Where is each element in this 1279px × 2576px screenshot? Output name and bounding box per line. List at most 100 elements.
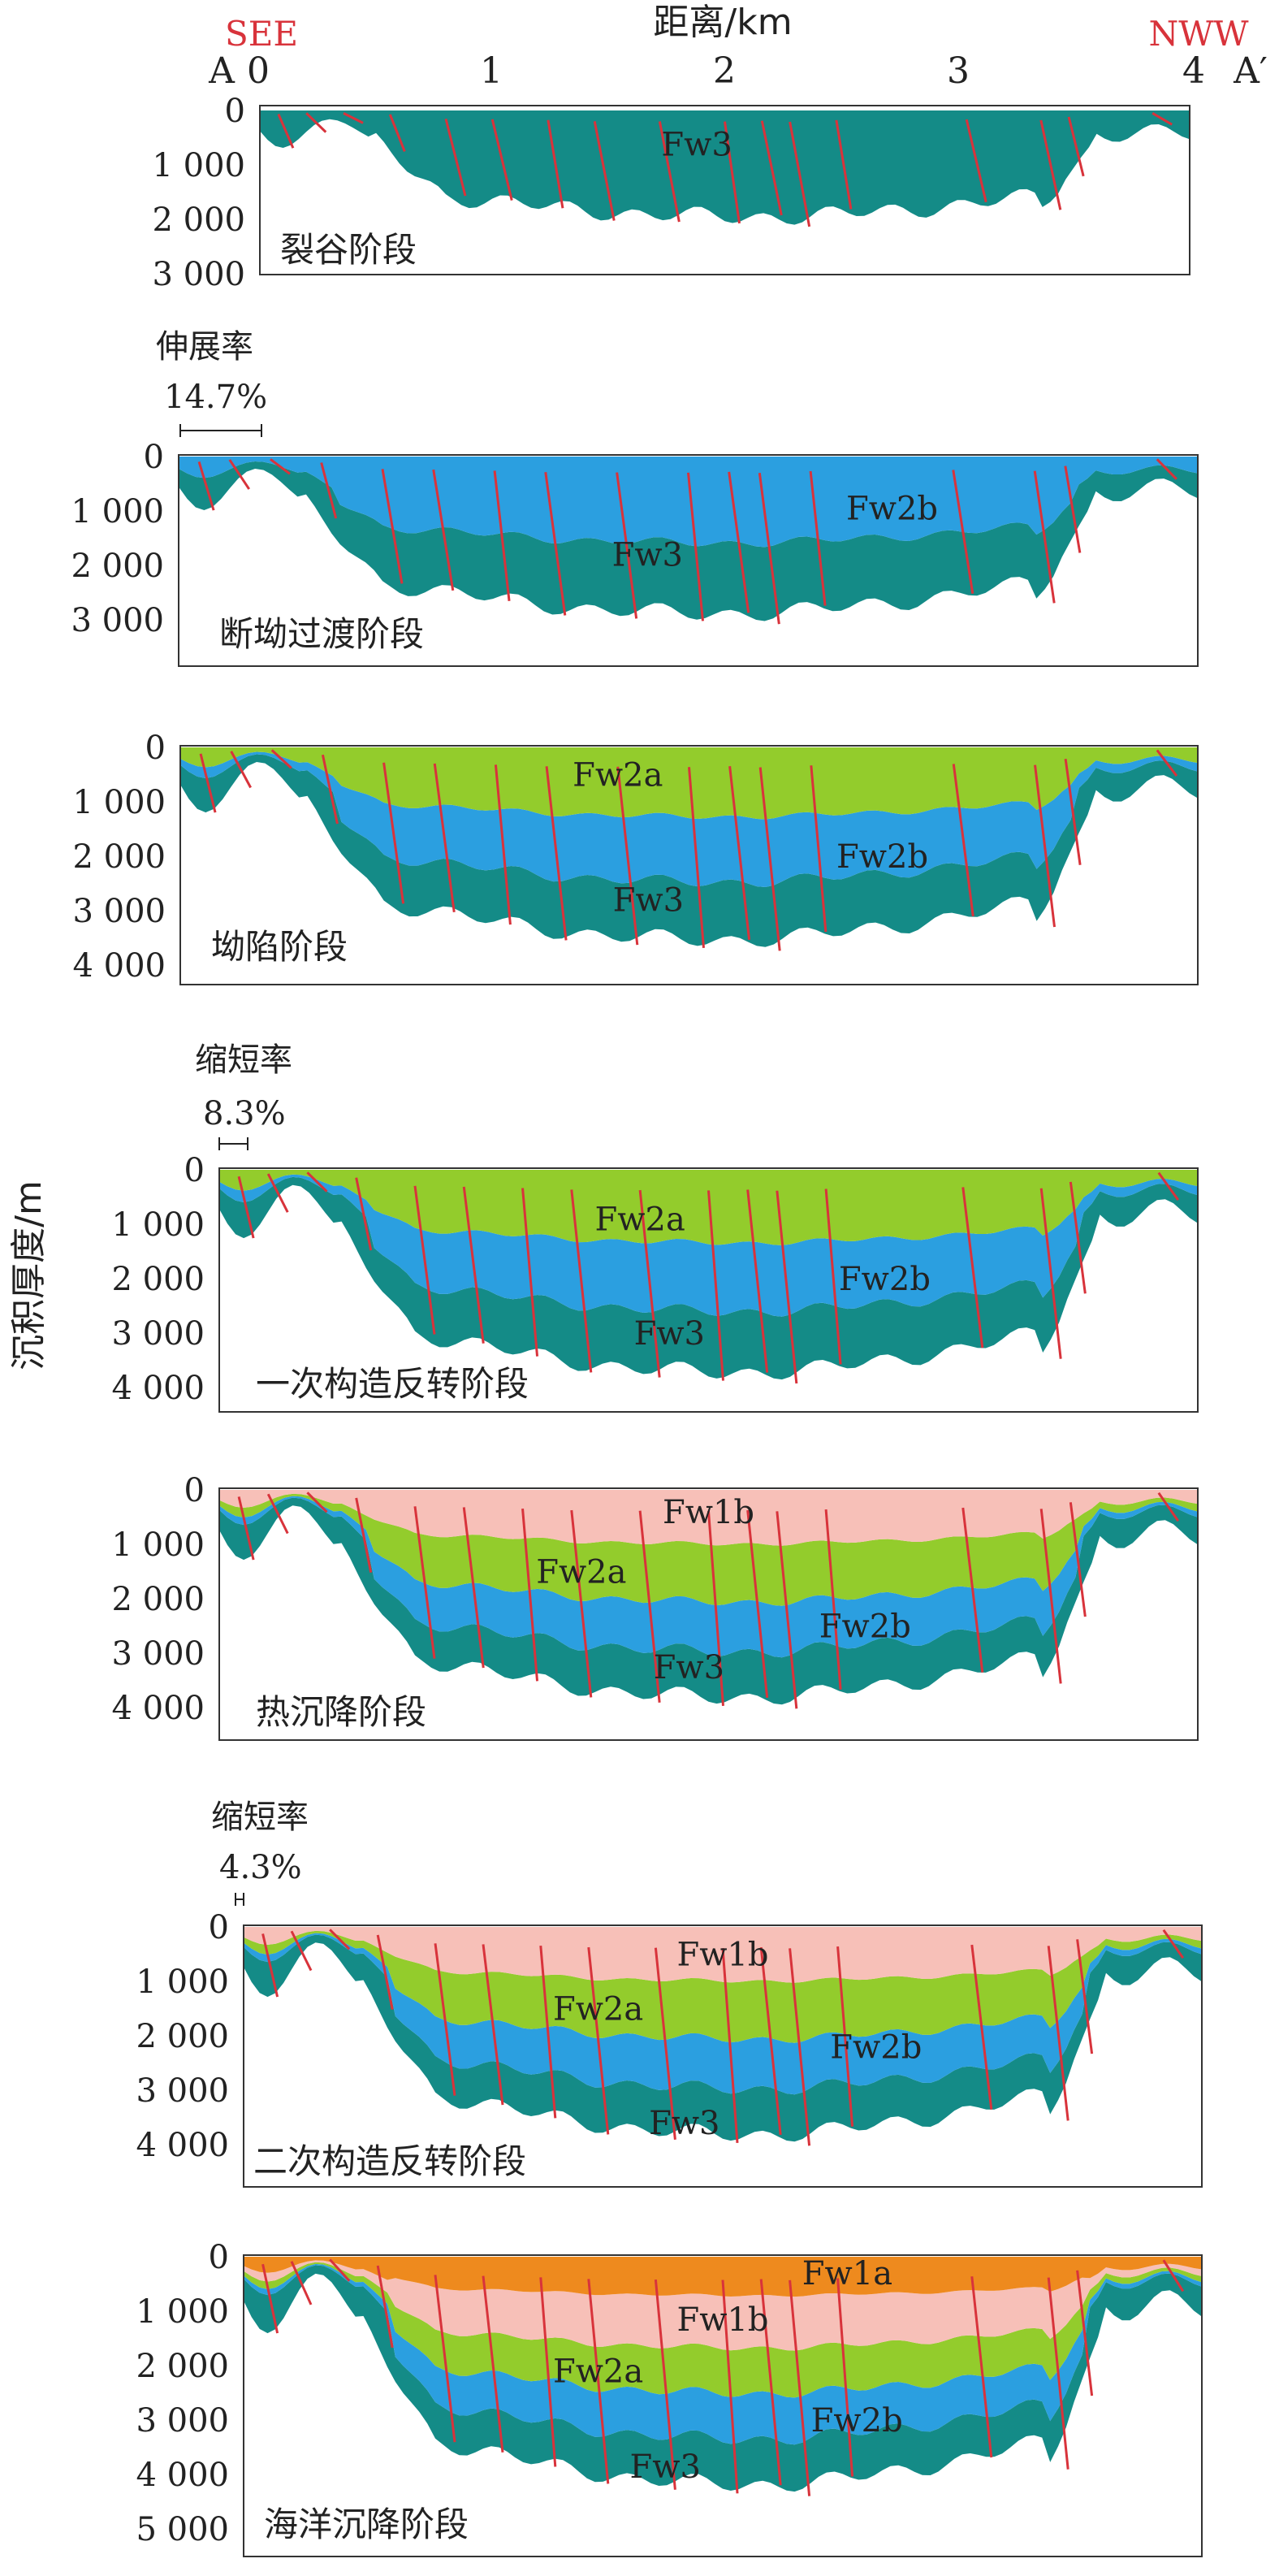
fault-line [482, 1944, 504, 2106]
fault-line [266, 1173, 289, 1213]
depth-tick-label: 1 000 [152, 147, 245, 184]
fault-line [270, 749, 292, 769]
fault-line [1156, 458, 1177, 480]
fault-line [759, 2279, 782, 2486]
depth-tick-label: 1 000 [72, 784, 166, 821]
stage-panel: 0 1 000 2 000 3 000 Fw3 Fw2b 断坳过渡阶段 伸展率 14.7% [71, 328, 1199, 667]
fault-line [237, 1496, 255, 1561]
fault-line [355, 1497, 373, 1573]
fault-line [638, 1189, 661, 1378]
fault-line [1033, 470, 1056, 604]
fault-line [1162, 2259, 1185, 2292]
layer-fw3 [260, 110, 1190, 225]
fault-line [952, 764, 974, 917]
fault-line [290, 1930, 313, 1972]
depth-tick-label: 4 000 [136, 2457, 229, 2494]
fault-line [521, 1508, 539, 1682]
fault-line [547, 119, 564, 209]
rate-value: 4.3% [219, 1849, 302, 1886]
fault-line [230, 751, 252, 789]
depth-tick-label: 0 [225, 93, 245, 130]
fault-line [413, 1185, 436, 1335]
stage-title: 二次构造反转阶段 [253, 2141, 526, 2181]
rate-title: 缩短率 [211, 1799, 309, 1836]
fault-line [482, 2275, 504, 2453]
fault-line [329, 1929, 351, 1950]
fault-line [965, 119, 987, 203]
fault-line [413, 1506, 436, 1659]
fault-line [687, 472, 704, 621]
layer-fw3 [244, 1934, 1202, 2142]
fault-line [1069, 1181, 1087, 1294]
panel-frame [218, 1487, 1199, 1741]
stage-panel: 0 1 000 2 000 3 000 4 000 Fw2a Fw2b Fw3 一次构造反转阶段… [111, 1041, 1199, 1413]
distance-tick-label: 0 [247, 50, 270, 92]
fault-line [688, 767, 705, 948]
layer-fw3 [179, 461, 1198, 621]
layer-fw2b [244, 1933, 1202, 2095]
layer-label: Fw2a [573, 757, 663, 794]
distance-tick-label: 4 [1182, 50, 1205, 92]
stage-panel: 0 1 000 2 000 3 000 4 000 Fw1b Fw2a Fw2b Fw3 热沉降阶… [111, 1472, 1199, 1741]
layer-label: Fw3 [634, 1315, 705, 1353]
direction-right-label: NWW [1148, 14, 1249, 54]
fault-line [970, 2276, 993, 2458]
fault-line [721, 1947, 739, 2144]
fault-line [388, 114, 406, 152]
panel-frame [243, 2254, 1203, 2557]
fault-line [728, 471, 750, 613]
fault-line [1157, 1171, 1180, 1201]
fault-line [199, 753, 217, 813]
stage-panels: 0 1 000 2 000 3 000 Fw3 裂谷阶段 0 1 000 2 000 3 000 F… [71, 93, 1203, 2557]
layer-label: Fw3 [613, 882, 684, 920]
fault-line [638, 1510, 661, 1703]
fault-line [493, 470, 511, 602]
fault-line [593, 120, 616, 221]
depth-tick-label: 0 [145, 730, 166, 767]
panel-frame [218, 1167, 1199, 1413]
layer-fw2a [244, 1930, 1202, 2043]
fault-line [237, 1175, 255, 1239]
rate-value: 14.7% [164, 379, 267, 416]
layer-label: Fw2a [536, 1554, 626, 1591]
layer-fw3 [219, 1497, 1198, 1705]
layer-label: Fw2b [811, 2402, 903, 2440]
fault-line [545, 766, 568, 941]
stage-panel: 0 1 000 2 000 3 000 4 000 5 000 Fw1a Fw1b Fw2a Fw… [136, 2239, 1203, 2557]
fault-line [432, 469, 455, 591]
depth-tick-label: 5 000 [136, 2511, 229, 2548]
fault-line [306, 1171, 328, 1193]
fault-line [1076, 2270, 1094, 2396]
rate-title: 伸展率 [156, 328, 253, 366]
y-axis-title: 沉积厚度/m [8, 1180, 50, 1370]
depth-tick-label: 3 000 [136, 2402, 229, 2440]
rate-title: 缩短率 [195, 1041, 292, 1079]
panel-frame [243, 1924, 1203, 2188]
fault-line [952, 470, 974, 594]
fault-line [228, 459, 250, 490]
layer-fw3 [219, 1176, 1198, 1380]
rate-value: 8.3% [203, 1095, 286, 1132]
depth-tick-label: 2 000 [71, 548, 164, 585]
layer-fw1b [244, 2260, 1202, 2351]
layer-label: Fw2b [839, 1261, 931, 1298]
layer-label: Fw2b [830, 2028, 922, 2066]
fault-line [654, 1947, 676, 2140]
depth-tick-label: 3 000 [136, 2072, 229, 2110]
distance-axis-title: 距离/km [653, 2, 792, 43]
fault-line [1039, 119, 1062, 210]
fault-line [1067, 116, 1085, 177]
fault-line [494, 764, 512, 925]
layer-fw2b [180, 751, 1198, 887]
depth-tick-label: 1 000 [71, 493, 164, 530]
stage-title: 坳陷阶段 [211, 927, 348, 967]
layer-fw3 [180, 754, 1198, 947]
fault-line [707, 1190, 724, 1381]
depth-tick-label: 3 000 [72, 893, 166, 930]
fault-line [746, 1509, 769, 1699]
depth-tick-label: 3 000 [152, 256, 245, 293]
stage-title: 一次构造反转阶段 [256, 1364, 529, 1404]
fault-line [570, 1189, 593, 1373]
fault-line [810, 765, 827, 933]
fault-line [1076, 1939, 1094, 2054]
